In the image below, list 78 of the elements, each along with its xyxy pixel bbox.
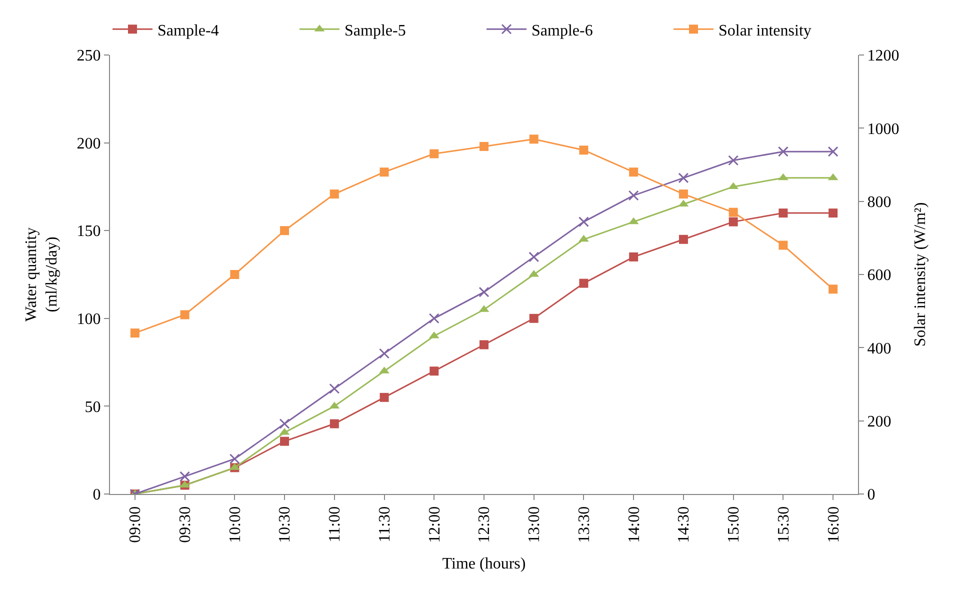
legend-label: Solar intensity	[718, 22, 812, 40]
y2-tick-label: 400	[867, 340, 892, 358]
point	[778, 146, 788, 157]
point	[778, 208, 788, 218]
point	[579, 278, 588, 288]
point	[279, 418, 290, 430]
point	[379, 348, 390, 359]
point	[180, 471, 190, 482]
point	[230, 270, 240, 279]
point	[330, 419, 339, 428]
x-tick-label: 11:30	[376, 506, 394, 542]
point	[578, 234, 589, 242]
x-tick-label: 14:30	[676, 506, 693, 543]
point	[180, 310, 190, 320]
point	[529, 134, 538, 144]
point	[130, 328, 140, 338]
point	[578, 216, 589, 228]
y2-tick-label: 600	[867, 267, 892, 284]
point	[728, 155, 739, 166]
point	[229, 454, 240, 464]
legend-label: Sample-5	[344, 22, 406, 40]
point	[428, 313, 440, 324]
point	[828, 146, 838, 157]
y-tick-label: 250	[76, 48, 101, 65]
point	[728, 217, 738, 226]
point	[628, 190, 639, 201]
point	[778, 173, 788, 180]
legend-label: Sample-6	[532, 22, 593, 40]
x-tick-label: 10:30	[276, 506, 294, 543]
y-tick-label: 200	[76, 135, 101, 152]
point	[330, 190, 339, 199]
x-tick-label: 16:00	[825, 506, 842, 543]
point	[380, 168, 389, 177]
point	[678, 234, 688, 244]
x-tick-label: 13:30	[576, 506, 593, 543]
point	[778, 240, 788, 250]
x-tick-label: 11:00	[326, 506, 344, 542]
y2-tick-label: 1200	[867, 48, 900, 65]
point	[280, 436, 290, 446]
y-tick-label: 150	[76, 223, 101, 240]
point	[728, 208, 738, 217]
point	[430, 149, 439, 158]
x-tick-label: 12:30	[476, 506, 494, 543]
point	[480, 142, 488, 151]
x-tick-label: 09:00	[127, 506, 144, 543]
x-tick-label: 09:30	[177, 506, 194, 543]
y2-tick-label: 0	[867, 486, 876, 504]
x-axis-title: Time (hours)	[442, 556, 526, 573]
point	[828, 284, 838, 294]
y2-tick-label: 1000	[867, 120, 900, 138]
x-tick-label: 12:00	[426, 506, 444, 543]
y-tick-label: 50	[84, 398, 101, 416]
point	[380, 392, 389, 402]
legend-label: Sample-4	[158, 22, 219, 40]
point	[480, 340, 488, 350]
x-tick-label: 15:00	[726, 506, 743, 543]
point	[329, 383, 340, 394]
x-tick-label: 13:00	[526, 506, 544, 543]
point	[430, 366, 439, 376]
point	[678, 190, 688, 199]
x-tick-label: 14:00	[626, 506, 643, 543]
y-tick-label: 0	[92, 486, 101, 504]
point	[629, 168, 638, 177]
point	[528, 252, 540, 262]
x-tick-label: 10:00	[226, 506, 244, 543]
y2-axis-title: Solar intensity (W/m²)	[912, 202, 929, 347]
point	[579, 146, 588, 155]
point	[629, 252, 638, 262]
point	[678, 172, 689, 184]
y2-tick-label: 800	[867, 194, 892, 211]
point	[529, 314, 538, 323]
point	[280, 226, 290, 236]
point	[828, 208, 838, 218]
y-axis-title: Water quantity (ml/kg/day)	[22, 227, 61, 322]
point	[478, 286, 490, 298]
x-tick-label: 15:30	[775, 506, 792, 543]
y-tick-label: 100	[76, 311, 101, 328]
y2-tick-label: 200	[867, 413, 892, 430]
